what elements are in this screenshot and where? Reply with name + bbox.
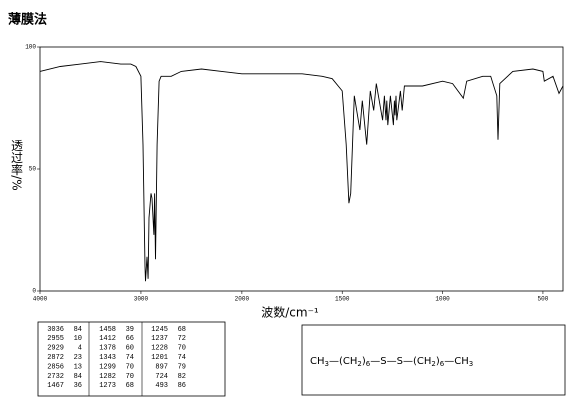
spectrum-line (39, 61, 564, 282)
peak-wavenumber: 493 (155, 382, 168, 390)
y-tick-label: 100 (25, 44, 36, 51)
peak-wavenumber: 2929 (47, 345, 64, 353)
peak-wavenumber: 3036 (47, 326, 64, 334)
formula-sub: 6 (366, 360, 371, 368)
peak-wavenumber: 2872 (47, 354, 64, 362)
x-tick-label: 4000 (33, 296, 48, 303)
peak-wavenumber: 1237 (151, 335, 168, 343)
peak-wavenumber: 1378 (99, 345, 116, 353)
peak-transmittance: 79 (178, 363, 186, 371)
peak-transmittance: 84 (74, 373, 82, 381)
formula-sub: 3 (469, 360, 473, 368)
peak-transmittance: 82 (178, 373, 186, 381)
y-tick-label: 50 (29, 166, 37, 173)
peak-transmittance: 70 (178, 345, 186, 353)
peak-wavenumber: 1273 (99, 382, 116, 390)
formula-part: —CH (444, 356, 469, 367)
formula-part: ) (362, 356, 366, 367)
peak-transmittance: 68 (126, 382, 134, 390)
peak-transmittance: 70 (126, 373, 134, 381)
formula-part: —( (329, 356, 343, 367)
peak-transmittance: 74 (126, 354, 134, 362)
y-axis-label: 透过率/% (10, 139, 24, 191)
chart-title: 薄膜法 (8, 12, 47, 28)
x-axis-label: 波数/cm⁻¹ (261, 305, 319, 320)
peak-transmittance: 10 (74, 335, 82, 343)
peak-wavenumber: 724 (155, 373, 168, 381)
formula-part: ) (436, 356, 440, 367)
structure-formula: CH3—(CH2)6—S—S—(CH2)6—CH3 (310, 356, 473, 368)
peak-wavenumber: 1245 (151, 326, 168, 334)
peak-wavenumber: 1228 (151, 345, 168, 353)
x-tick-label: 1500 (335, 296, 350, 303)
peak-wavenumber: 1458 (99, 326, 116, 334)
peak-wavenumber: 1467 (47, 382, 64, 390)
formula-sub: 6 (440, 360, 445, 368)
x-tick-label: 2000 (235, 296, 250, 303)
peak-transmittance: 4 (78, 345, 82, 353)
formula-sub: 2 (357, 360, 361, 368)
plot-frame (39, 46, 564, 292)
formula-part: CH (417, 356, 432, 367)
peak-wavenumber: 2856 (47, 363, 64, 371)
peak-wavenumber: 897 (155, 363, 168, 371)
peak-transmittance: 74 (178, 354, 186, 362)
peak-transmittance: 23 (74, 354, 82, 362)
peak-transmittance: 66 (126, 335, 134, 343)
peak-transmittance: 13 (74, 363, 82, 371)
formula-sub: 2 (431, 360, 435, 368)
peak-table-box (37, 321, 226, 397)
peak-transmittance: 86 (178, 382, 186, 390)
formula-part: CH (310, 356, 325, 367)
formula-part: CH (343, 356, 358, 367)
peak-wavenumber: 1201 (151, 354, 168, 362)
x-tick-label: 500 (538, 296, 549, 303)
formula-part: —S—S—( (370, 356, 417, 367)
formula-sub: 3 (325, 360, 329, 368)
peak-transmittance: 70 (126, 363, 134, 371)
peak-wavenumber: 2955 (47, 335, 64, 343)
peak-wavenumber: 1282 (99, 373, 116, 381)
x-tick-label: 3000 (134, 296, 149, 303)
structure-box (301, 324, 566, 396)
peak-transmittance: 84 (74, 326, 82, 334)
y-tick-label: 0 (32, 288, 36, 295)
peak-wavenumber: 1412 (99, 335, 116, 343)
x-tick-label: 1000 (435, 296, 450, 303)
peak-wavenumber: 2732 (47, 373, 64, 381)
peak-transmittance: 72 (178, 335, 186, 343)
peak-transmittance: 36 (74, 382, 82, 390)
peak-wavenumber: 1299 (99, 363, 116, 371)
peak-transmittance: 39 (126, 326, 134, 334)
peak-wavenumber: 1343 (99, 354, 116, 362)
peak-transmittance: 68 (178, 326, 186, 334)
peak-transmittance: 60 (126, 345, 134, 353)
